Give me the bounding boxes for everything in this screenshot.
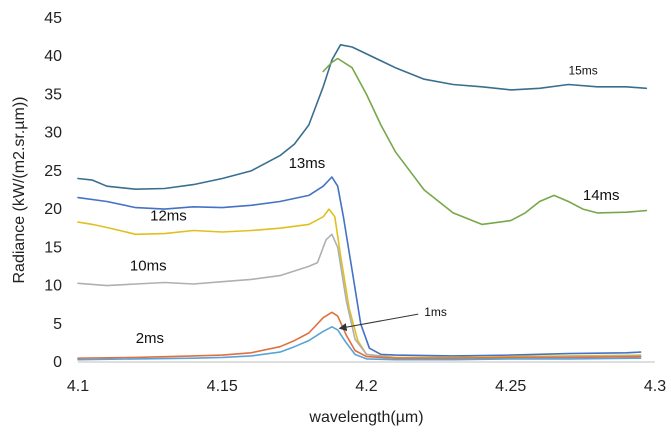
series-label-10ms: 10ms — [130, 257, 167, 274]
series-line-1ms — [77, 326, 642, 361]
y-tick-label: 5 — [53, 316, 62, 333]
series-label-15ms: 15ms — [568, 64, 597, 78]
y-tick-label: 0 — [53, 354, 62, 371]
series-line-14ms — [322, 57, 648, 226]
series-line-12ms — [77, 208, 642, 359]
series-label-2ms: 2ms — [136, 330, 164, 347]
y-tick-label: 15 — [44, 239, 62, 256]
y-tick-label: 10 — [44, 278, 62, 295]
x-tick-label: 4.2 — [355, 378, 377, 395]
series-line-15ms — [77, 44, 648, 190]
x-tick-label: 4.1 — [67, 378, 89, 395]
x-tick-labels: 4.1 4.15 4.2 4.25 4.3 — [67, 378, 666, 395]
x-tick-label: 4.25 — [495, 378, 526, 395]
y-tick-label: 45 — [44, 10, 62, 27]
y-tick-label: 25 — [44, 163, 62, 180]
x-axis-title: wavelength(µm) — [308, 409, 423, 426]
y-tick-label: 30 — [44, 125, 62, 142]
series-line-13ms — [77, 176, 642, 357]
x-tick-label: 4.3 — [644, 378, 666, 395]
x-tick-label: 4.15 — [207, 378, 238, 395]
y-tick-label: 20 — [44, 201, 62, 218]
series-label-13ms: 13ms — [289, 155, 326, 172]
series-label-14ms: 14ms — [583, 187, 620, 204]
y-tick-labels: 0 5 10 15 20 25 30 35 40 45 — [44, 10, 62, 371]
annotation-arrow — [338, 313, 419, 332]
y-tick-label: 40 — [44, 48, 62, 65]
y-tick-label: 35 — [44, 86, 62, 103]
series-labels: 15ms 14ms 13ms 12ms 10ms 2ms 1ms — [130, 64, 620, 347]
series-label-1ms: 1ms — [424, 305, 447, 319]
series-lines — [77, 44, 648, 361]
series-line-2ms — [77, 311, 642, 359]
series-label-12ms: 12ms — [150, 208, 187, 225]
y-axis-title: Radiance (kW/(m2.sr.µm)) — [11, 96, 28, 283]
